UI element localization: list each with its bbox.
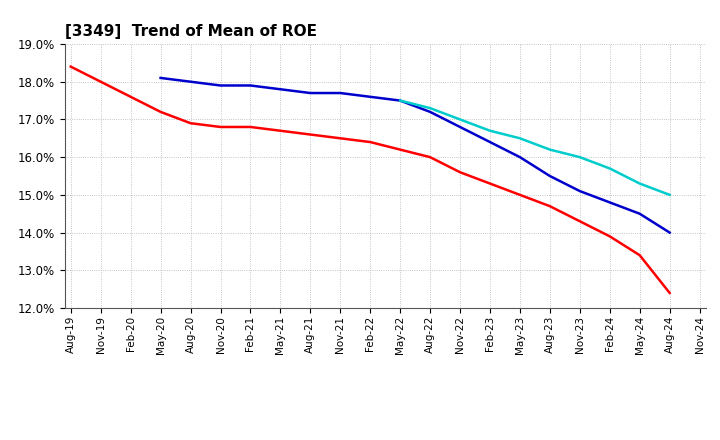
5 Years bbox=[486, 139, 495, 145]
5 Years bbox=[246, 83, 255, 88]
5 Years bbox=[366, 94, 374, 99]
3 Years bbox=[486, 181, 495, 186]
7 Years bbox=[546, 147, 554, 152]
5 Years bbox=[635, 211, 644, 216]
7 Years bbox=[635, 181, 644, 186]
5 Years bbox=[516, 154, 524, 160]
3 Years bbox=[186, 121, 195, 126]
5 Years bbox=[665, 230, 674, 235]
3 Years bbox=[546, 204, 554, 209]
3 Years bbox=[456, 169, 464, 175]
3 Years bbox=[336, 136, 345, 141]
5 Years bbox=[575, 188, 584, 194]
3 Years bbox=[306, 132, 315, 137]
7 Years bbox=[606, 166, 614, 171]
7 Years bbox=[665, 192, 674, 198]
5 Years bbox=[276, 87, 284, 92]
3 Years bbox=[665, 290, 674, 296]
3 Years bbox=[426, 154, 434, 160]
3 Years bbox=[276, 128, 284, 133]
3 Years bbox=[126, 94, 135, 99]
5 Years bbox=[306, 90, 315, 95]
3 Years bbox=[516, 192, 524, 198]
7 Years bbox=[575, 154, 584, 160]
7 Years bbox=[456, 117, 464, 122]
3 Years bbox=[216, 125, 225, 130]
7 Years bbox=[486, 128, 495, 133]
7 Years bbox=[516, 136, 524, 141]
5 Years bbox=[396, 98, 405, 103]
5 Years bbox=[216, 83, 225, 88]
3 Years bbox=[246, 125, 255, 130]
5 Years bbox=[186, 79, 195, 84]
3 Years bbox=[635, 253, 644, 258]
5 Years bbox=[156, 75, 165, 81]
3 Years bbox=[396, 147, 405, 152]
Line: 3 Years: 3 Years bbox=[71, 66, 670, 293]
Line: 5 Years: 5 Years bbox=[161, 78, 670, 233]
3 Years bbox=[96, 79, 105, 84]
Text: [3349]  Trend of Mean of ROE: [3349] Trend of Mean of ROE bbox=[65, 24, 317, 39]
5 Years bbox=[546, 173, 554, 179]
3 Years bbox=[606, 234, 614, 239]
3 Years bbox=[66, 64, 75, 69]
3 Years bbox=[156, 109, 165, 114]
7 Years bbox=[396, 98, 405, 103]
3 Years bbox=[575, 219, 584, 224]
Line: 7 Years: 7 Years bbox=[400, 101, 670, 195]
5 Years bbox=[336, 90, 345, 95]
7 Years bbox=[426, 106, 434, 111]
3 Years bbox=[366, 139, 374, 145]
5 Years bbox=[606, 200, 614, 205]
5 Years bbox=[456, 125, 464, 130]
5 Years bbox=[426, 109, 434, 114]
